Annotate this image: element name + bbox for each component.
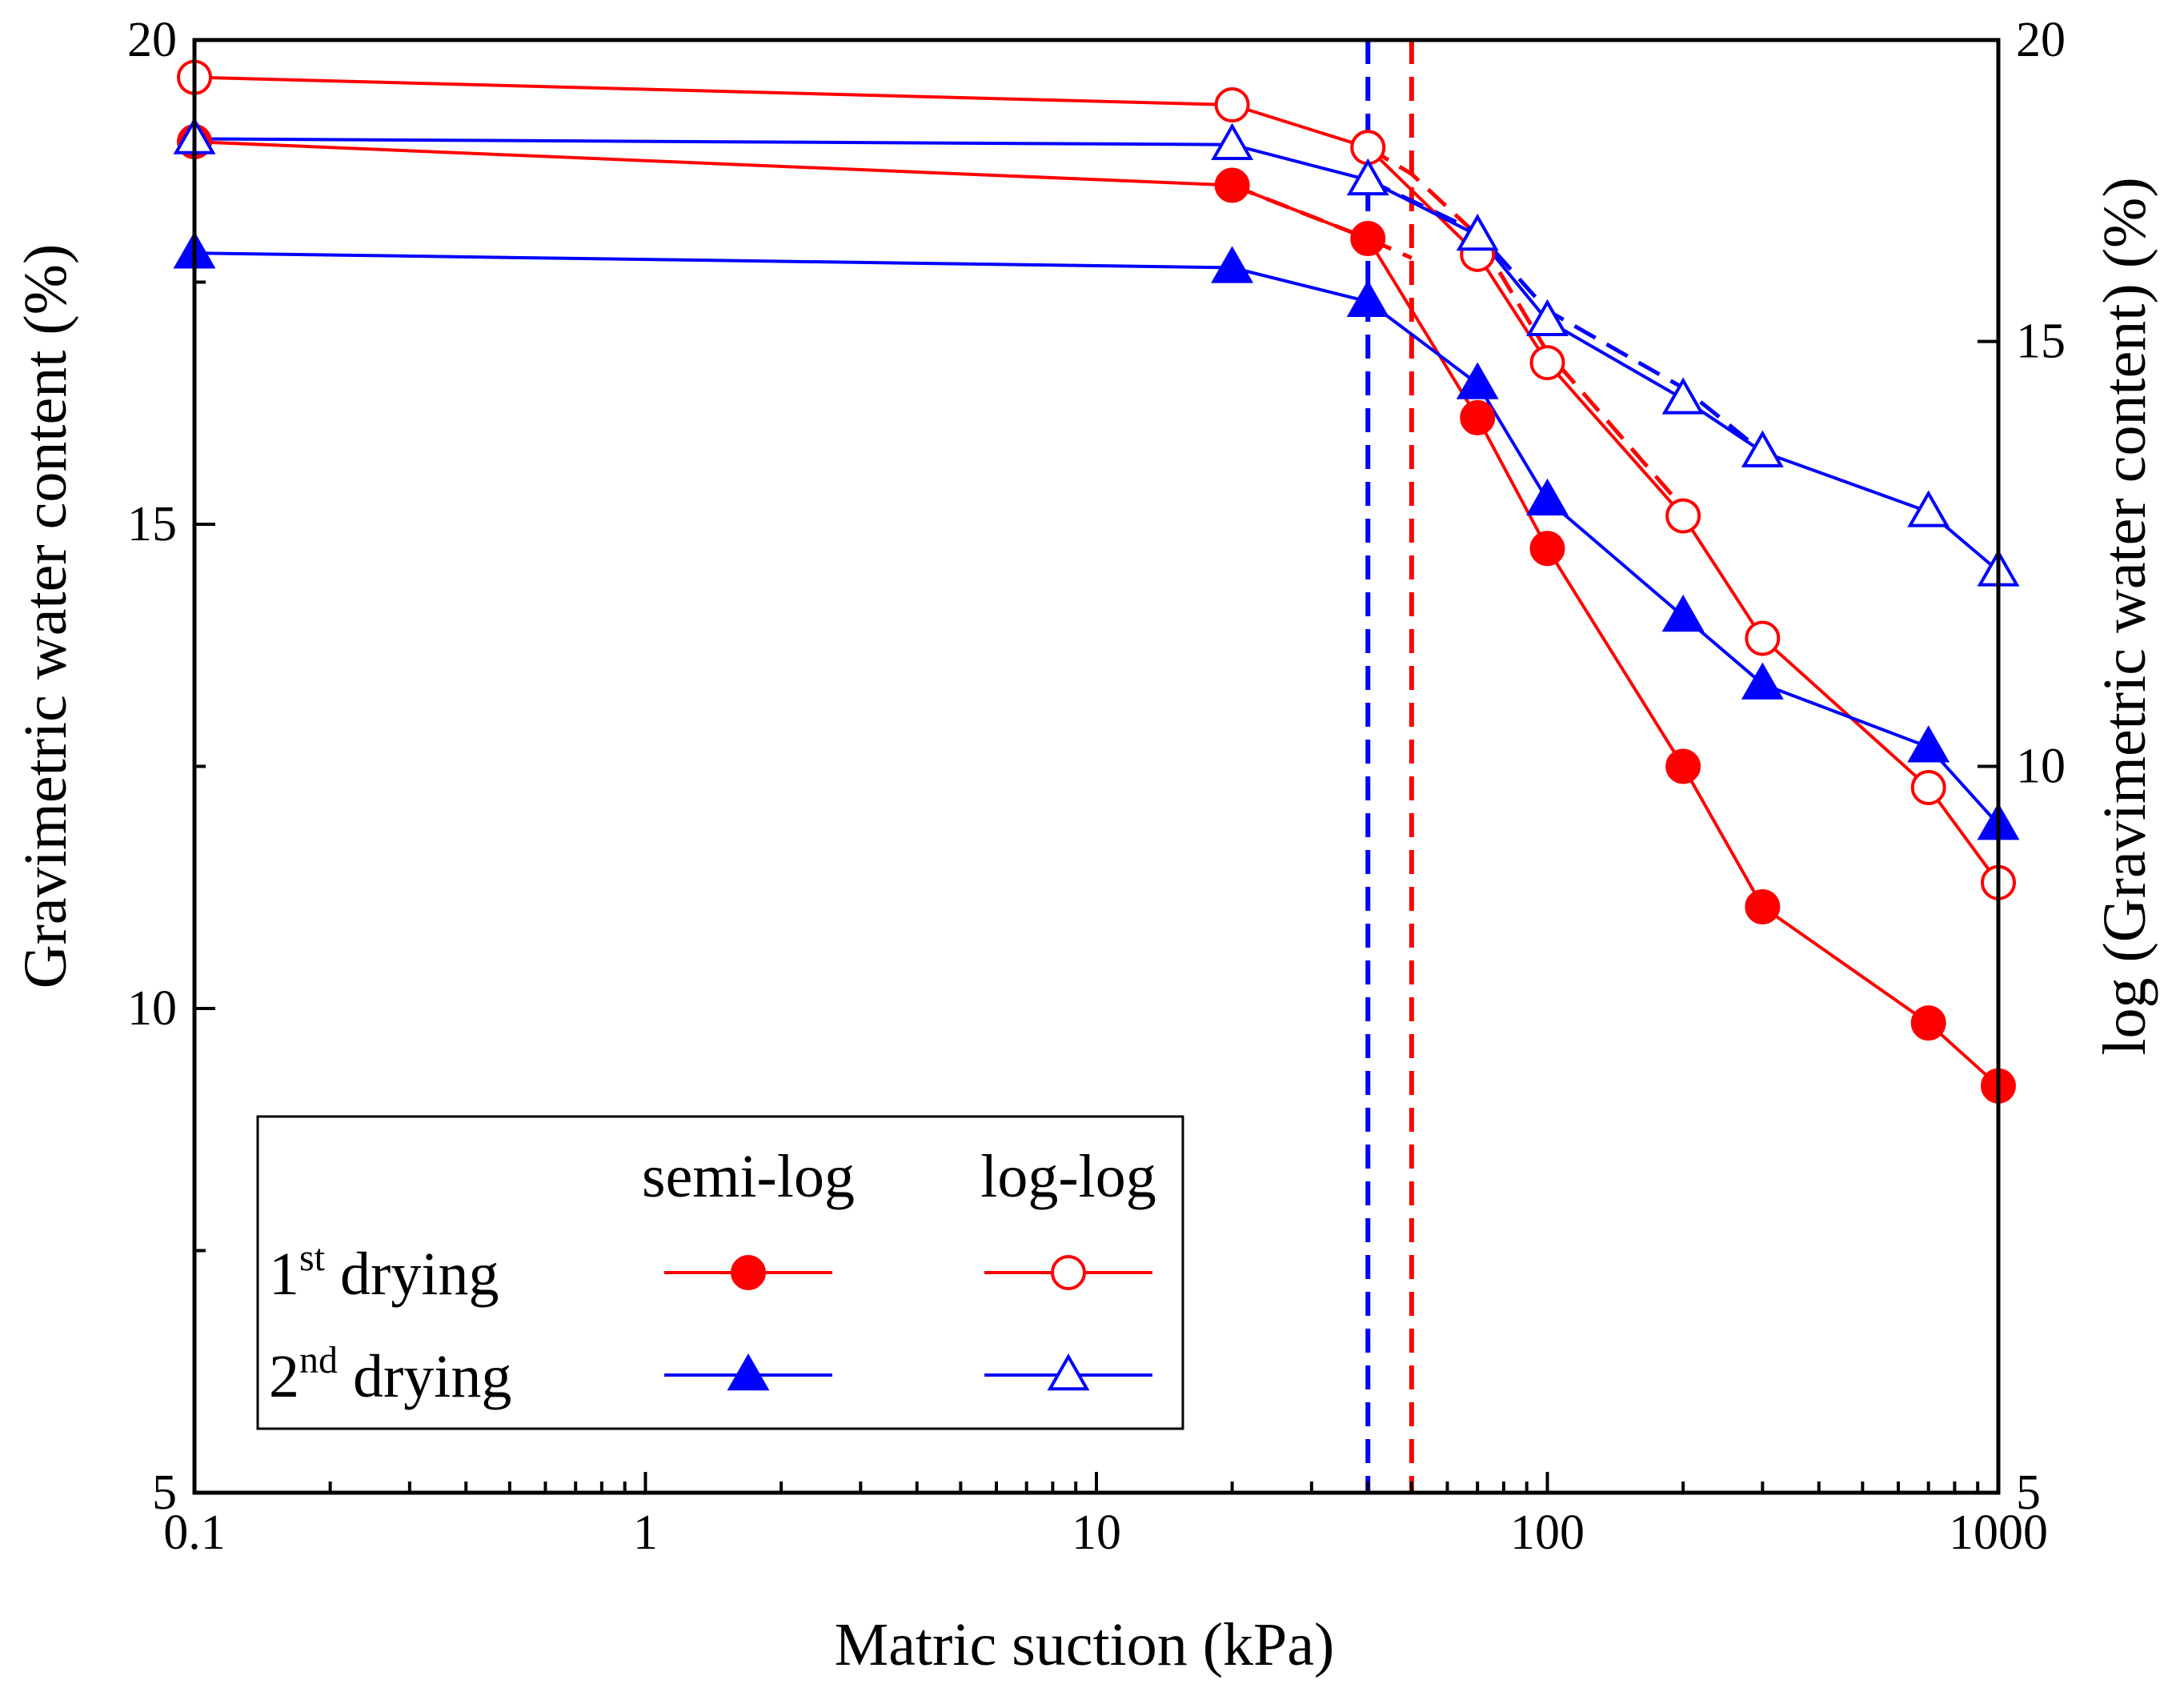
data-point-s1-2 [1214,167,1250,203]
data-point-s2-2 [1214,87,1250,123]
legend-marker-2-1 [727,1353,770,1391]
axis-titles: Matric suction (kPa) Gravimetric water c… [12,177,2158,1678]
data-point-s3-7 [1741,662,1784,700]
y2-axis-title: log (Gravimetric water content) (%) [2091,177,2158,1055]
x-tick-label: 0.1 [163,1506,226,1560]
data-point-s2-5 [1529,345,1565,381]
legend-col-header-2: log-log [980,1143,1156,1210]
data-point-s4-7 [1741,430,1784,467]
data-point-s4-3 [1346,158,1389,196]
x-axis-title: Matric suction (kPa) [835,1611,1335,1678]
legend: semi-log log-log 1st drying 2nd drying [256,1115,1184,1430]
data-point-s2-8 [1910,769,1946,805]
data-point-s1-6 [1665,748,1701,784]
data-point-s4-6 [1661,377,1705,415]
y-axis-title: Gravimetric water content (%) [12,244,79,989]
legend-col-header-1: semi-log [642,1143,855,1210]
data-point-s3-2 [1211,246,1254,283]
data-point-s1-3 [1350,221,1386,257]
x-tick-label: 1 [633,1506,658,1560]
data-point-s4-5 [1526,299,1569,336]
data-point-s1-5 [1529,531,1565,567]
data-point-s2-6 [1665,498,1701,534]
x-tick-label: 10 [1072,1506,1121,1560]
data-point-s4-2 [1211,122,1254,160]
legend-row-label-1: 1st drying [269,1237,499,1308]
x-tick-label: 100 [1510,1506,1585,1560]
y2-tick-label: 20 [2016,13,2066,67]
data-point-s3-3 [1346,279,1389,317]
data-point-s3-4 [1456,362,1499,399]
legend-marker-1-2 [1051,1255,1086,1290]
legend-row-label-2: 2nd drying [269,1339,511,1410]
y2-tick-label: 10 [2016,740,2066,794]
legend-marker-2-2 [1047,1353,1090,1391]
y-tick-label: 15 [127,497,177,551]
y2-tick-label: 15 [2016,315,2066,369]
data-point-s3-5 [1526,478,1569,515]
y-tick-label: 20 [127,13,177,67]
x-tick-label: 1000 [1949,1506,2048,1560]
data-point-s4-8 [1907,490,1950,527]
data-point-s1-8 [1910,1005,1946,1041]
legend-marker-1-1 [731,1255,766,1290]
data-point-s4-4 [1456,213,1499,251]
data-point-s1-7 [1745,888,1781,924]
data-point-s3-6 [1661,594,1705,632]
data-point-s3-8 [1907,725,1950,763]
data-point-s2-7 [1745,620,1781,656]
series-markers [173,59,2020,1104]
y2-tick-label: 5 [2016,1465,2041,1520]
dashed-segment-2 [1367,146,1685,509]
y-tick-label: 5 [152,1465,177,1520]
data-point-s1-4 [1460,399,1496,435]
y-tick-label: 10 [127,981,177,1036]
